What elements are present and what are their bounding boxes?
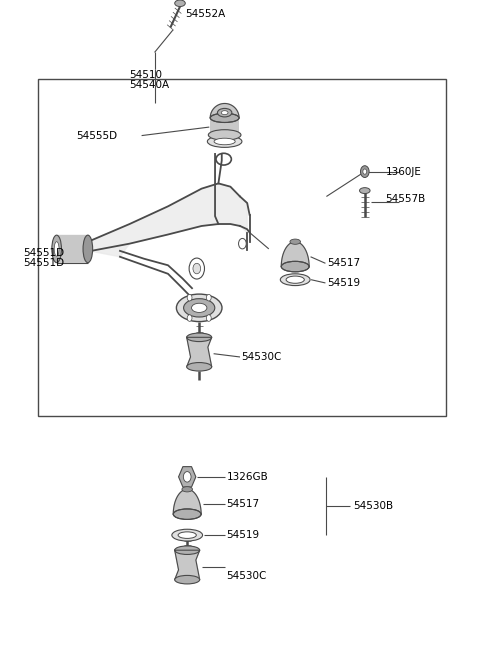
Text: 1326GB: 1326GB [227, 472, 268, 482]
Circle shape [189, 258, 204, 279]
Text: 1360JE: 1360JE [385, 166, 421, 177]
Polygon shape [91, 183, 247, 257]
Ellipse shape [175, 0, 185, 7]
Text: 54519: 54519 [227, 530, 260, 540]
Text: 54555D: 54555D [76, 130, 117, 141]
Polygon shape [173, 489, 201, 514]
Text: 54530C: 54530C [241, 352, 281, 362]
Ellipse shape [280, 274, 310, 286]
Bar [57, 235, 88, 263]
Circle shape [206, 315, 211, 322]
Ellipse shape [192, 303, 207, 312]
Circle shape [193, 263, 201, 274]
Text: 54530B: 54530B [353, 501, 393, 511]
Ellipse shape [290, 239, 300, 244]
Ellipse shape [360, 188, 370, 194]
FancyBboxPatch shape [210, 118, 239, 135]
Ellipse shape [208, 130, 241, 140]
Ellipse shape [217, 108, 232, 117]
Text: 54517: 54517 [227, 499, 260, 510]
Ellipse shape [175, 546, 200, 554]
Ellipse shape [214, 138, 235, 145]
Ellipse shape [176, 294, 222, 322]
Polygon shape [187, 337, 212, 367]
Text: 54540A: 54540A [130, 80, 170, 90]
Ellipse shape [54, 242, 59, 256]
Ellipse shape [172, 529, 203, 541]
Ellipse shape [175, 576, 200, 584]
Bar [38, 79, 446, 416]
Circle shape [360, 166, 369, 178]
Ellipse shape [221, 111, 228, 115]
Circle shape [239, 238, 246, 249]
Ellipse shape [187, 333, 212, 342]
Ellipse shape [187, 363, 212, 371]
Polygon shape [281, 242, 309, 267]
Text: 54519: 54519 [327, 278, 360, 288]
Ellipse shape [178, 532, 196, 538]
Text: 54510: 54510 [130, 69, 163, 80]
Text: 54530C: 54530C [227, 571, 267, 582]
Ellipse shape [52, 235, 61, 263]
Ellipse shape [207, 136, 242, 147]
Text: 54517: 54517 [327, 258, 360, 269]
Text: 54552A: 54552A [185, 9, 225, 20]
Polygon shape [175, 550, 200, 580]
Ellipse shape [173, 509, 201, 519]
Text: 54551D: 54551D [23, 258, 64, 269]
Ellipse shape [83, 235, 93, 263]
Ellipse shape [286, 276, 304, 283]
Circle shape [187, 315, 192, 322]
Circle shape [206, 294, 211, 301]
Circle shape [363, 169, 367, 174]
Text: 54551D: 54551D [23, 248, 64, 258]
Ellipse shape [281, 261, 309, 272]
Ellipse shape [183, 299, 215, 317]
Circle shape [183, 472, 191, 482]
Circle shape [187, 294, 192, 301]
Polygon shape [210, 103, 239, 118]
Ellipse shape [210, 113, 239, 122]
Text: 54557B: 54557B [385, 194, 426, 204]
Ellipse shape [182, 487, 192, 492]
